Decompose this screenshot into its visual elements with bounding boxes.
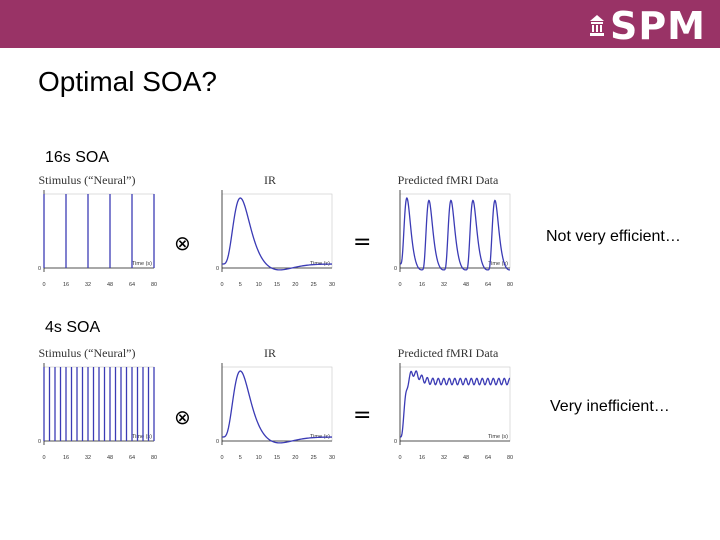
x-tick-label: 0 bbox=[220, 282, 223, 288]
zero-label: 0 bbox=[216, 439, 219, 445]
x-tick-label: 30 bbox=[329, 282, 335, 288]
x-tick-label: 32 bbox=[85, 282, 91, 288]
x-tick-label: 48 bbox=[107, 282, 113, 288]
stimulus-panel-4s: Stimulus (“Neural”) 0 Time (s) 0 16 32 48 64 80 bbox=[32, 341, 162, 469]
panel-title: IR bbox=[264, 173, 276, 187]
predicted-plot: Predicted fMRI Data 0 Time (s) 0 16 32 48 64 80 bbox=[394, 346, 513, 461]
x-tick-label: 80 bbox=[507, 282, 513, 288]
x-tick-label: 30 bbox=[329, 455, 335, 461]
x-tick-label: 5 bbox=[239, 282, 242, 288]
axis-label: Time (s) bbox=[132, 261, 152, 267]
axis-label: Time (s) bbox=[488, 434, 508, 440]
header-bar: SPM bbox=[0, 0, 720, 48]
stimulus-plot: Stimulus (“Neural”) 0 Time (s) 0 16 32 48 64 80 bbox=[38, 346, 157, 461]
equals-operator: = bbox=[353, 230, 372, 255]
irf-curve bbox=[222, 370, 333, 444]
axis-label: Time (s) bbox=[488, 261, 508, 267]
plot-frame bbox=[221, 366, 333, 442]
x-tick-label: 80 bbox=[151, 282, 157, 288]
x-tick-label: 25 bbox=[311, 455, 317, 461]
x-tick-label: 32 bbox=[85, 455, 91, 461]
spm-logo: SPM bbox=[589, 4, 706, 48]
stimulus-plot: Stimulus (“Neural”) 0 Time (s) 0 16 32 48 64 80 bbox=[38, 173, 157, 288]
x-tick-label: 32 bbox=[441, 282, 447, 288]
logo-text: SPM bbox=[609, 4, 706, 48]
x-tick-label: 64 bbox=[129, 282, 135, 288]
x-tick-label: 80 bbox=[507, 455, 513, 461]
x-tick-label: 80 bbox=[151, 455, 157, 461]
irf-panel-16s: IR 0 Time (s) 0 5 10 15 20 25 30 bbox=[210, 168, 345, 296]
x-tick-label: 0 bbox=[42, 282, 45, 288]
x-tick-label: 64 bbox=[485, 455, 491, 461]
predicted-plot: Predicted fMRI Data 0 Time (s) 0 16 32 48 64 80 bbox=[394, 173, 513, 288]
note-16s: Not very efficient… bbox=[546, 228, 681, 245]
x-tick-label: 15 bbox=[274, 282, 280, 288]
zero-label: 0 bbox=[394, 266, 397, 272]
x-tick-label: 10 bbox=[256, 455, 262, 461]
predicted-curve bbox=[400, 196, 511, 271]
x-tick-label: 15 bbox=[274, 455, 280, 461]
convolve-operator: ⊗ bbox=[174, 231, 191, 255]
plot-frame bbox=[221, 193, 333, 269]
x-tick-label: 48 bbox=[107, 455, 113, 461]
x-tick-label: 0 bbox=[398, 282, 401, 288]
convolve-operator: ⊗ bbox=[174, 405, 191, 429]
row-label-4s: 4s SOA bbox=[45, 319, 101, 336]
x-tick-label: 0 bbox=[398, 455, 401, 461]
building-icon bbox=[589, 15, 604, 36]
x-tick-label: 48 bbox=[463, 282, 469, 288]
zero-label: 0 bbox=[394, 439, 397, 445]
x-tick-label: 16 bbox=[63, 282, 69, 288]
x-tick-label: 64 bbox=[485, 282, 491, 288]
x-tick-label: 32 bbox=[441, 455, 447, 461]
x-tick-label: 10 bbox=[256, 282, 262, 288]
predicted-curve bbox=[400, 370, 511, 438]
x-tick-label: 0 bbox=[42, 455, 45, 461]
x-tick-label: 25 bbox=[311, 282, 317, 288]
note-4s: Very inefficient… bbox=[550, 398, 670, 415]
predicted-panel-16s: Predicted fMRI Data 0 Time (s) 0 16 32 48 64 80 bbox=[388, 168, 523, 296]
x-tick-label: 0 bbox=[220, 455, 223, 461]
predicted-panel-4s: Predicted fMRI Data 0 Time (s) 0 16 32 48 64 80 bbox=[388, 341, 523, 469]
panel-title: Stimulus (“Neural”) bbox=[39, 173, 136, 187]
zero-label: 0 bbox=[216, 266, 219, 272]
x-tick-label: 5 bbox=[239, 455, 242, 461]
x-tick-label: 48 bbox=[463, 455, 469, 461]
slide-title: Optimal SOA? bbox=[38, 66, 217, 97]
row-label-16s: 16s SOA bbox=[45, 149, 110, 166]
panel-title: IR bbox=[264, 346, 276, 360]
x-tick-label: 64 bbox=[129, 455, 135, 461]
irf-panel-4s: IR 0 Time (s) 0 5 10 15 20 25 30 bbox=[210, 341, 345, 469]
x-tick-label: 16 bbox=[63, 455, 69, 461]
equals-operator: = bbox=[353, 403, 372, 428]
panel-title: Predicted fMRI Data bbox=[398, 346, 499, 360]
x-tick-label: 20 bbox=[292, 282, 298, 288]
panel-title: Stimulus (“Neural”) bbox=[39, 346, 136, 360]
plot-frame bbox=[43, 193, 155, 269]
zero-label: 0 bbox=[38, 439, 41, 445]
stimulus-panel-16s: Stimulus (“Neural”) 0 Time (s) 0 16 32 48 64 80 bbox=[32, 168, 162, 296]
axis-label: Time (s) bbox=[132, 434, 152, 440]
zero-label: 0 bbox=[38, 266, 41, 272]
x-tick-label: 16 bbox=[419, 282, 425, 288]
panel-title: Predicted fMRI Data bbox=[398, 173, 499, 187]
x-tick-label: 16 bbox=[419, 455, 425, 461]
irf-curve bbox=[222, 197, 333, 271]
x-tick-label: 20 bbox=[292, 455, 298, 461]
